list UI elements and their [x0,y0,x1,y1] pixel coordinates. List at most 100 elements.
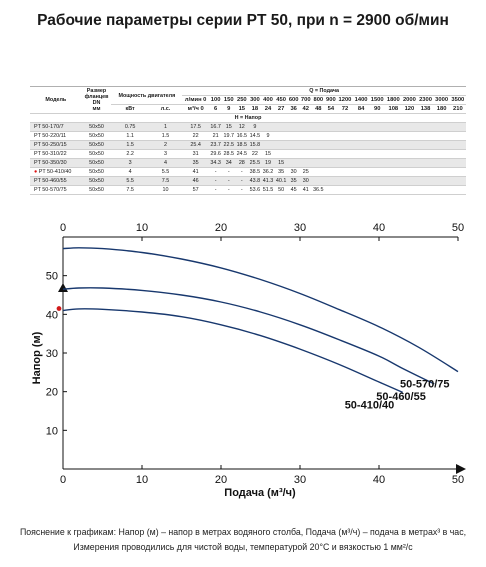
model-cell: PT 50-460/55 [30,176,82,186]
q-m3h-cell: 138 [417,104,434,114]
head-cell [417,131,434,141]
head-cell: - [222,167,236,177]
model-name: PT 50-570/75 [34,187,67,193]
q-m3h-cell: 90 [369,104,386,114]
head-cell [324,131,337,141]
head-cell [369,122,386,132]
model-cell: PT 50-170/7 [30,122,82,132]
y-tick-label: 30 [46,348,58,360]
head-cell: - [222,176,236,186]
col-model-header: Модель [30,86,82,114]
q-lpm-cell: 1500 [369,95,386,105]
head-cell [299,122,312,132]
head-cell [324,167,337,177]
dn-cell: 50x50 [81,140,112,150]
q-m3h-cell: 15 [235,104,249,114]
q-m3h-cell: 120 [401,104,418,114]
head-cell: 15 [222,122,236,132]
head-cell: 34.3 [209,158,223,168]
x-tick-label-bottom: 30 [294,474,306,486]
head-cell [336,167,354,177]
head-cell: 12 [235,122,249,132]
head-cell [369,149,386,159]
head-cell: 16.7 [209,122,223,132]
head-cell [299,131,312,141]
head-cell: 43.8 [248,176,262,186]
head-cell: 15 [261,149,275,159]
head-cell: 15 [274,158,288,168]
curves [62,247,459,394]
head-cell [311,158,325,168]
head-cell: 35 [274,167,288,177]
kw-cell: 4 [111,167,149,177]
model-cell: PT 50-570/75 [30,185,82,195]
dn-cell: 50x50 [81,131,112,141]
y-axis-label: Напор (м) [31,331,43,384]
q-lpm-cell: 400 [261,95,275,105]
head-cell [336,140,354,150]
head-cell [385,167,402,177]
dn-cell: 50x50 [81,167,112,177]
footnote-line-1: Пояснение к графикам: Напор (м) – напор … [19,527,467,537]
kw-cell: 0.75 [111,122,149,132]
head-cell [401,140,418,150]
head-cell: 34 [222,158,236,168]
y-tick-label: 10 [46,425,58,437]
x-tick-label-top: 20 [215,222,227,234]
head-cell [324,158,337,168]
head-cell: 21 [209,131,223,141]
q-lpm-cell: 3000 [433,95,450,105]
head-cell: 17.5 [182,122,210,132]
head-cell: 19.7 [222,131,236,141]
kw-cell: 5.5 [111,176,149,186]
head-cell [417,140,434,150]
h-label-cell: H = Напор [30,113,466,123]
y-tick-label: 50 [46,271,58,283]
head-cell [261,140,275,150]
q-lpm-cell: 150 [222,95,236,105]
hp-cell: 2 [148,140,183,150]
head-cell [336,122,354,132]
head-cell: - [222,185,236,195]
head-cell [433,131,450,141]
head-cell [433,185,450,195]
model-cell: PT 50-250/15 [30,140,82,150]
model-name: PT 50-460/55 [34,178,67,184]
x-tick-label-top: 40 [373,222,385,234]
head-cell [385,149,402,159]
q-m3h-cell: 54 [324,104,337,114]
model-name: PT 50-410/40 [38,169,72,175]
head-cell: 14.5 [248,131,262,141]
head-cell [287,131,300,141]
dn-cell: 50x50 [81,185,112,195]
head-cell [433,167,450,177]
head-cell: 29.6 [209,149,223,159]
table-row: ● PT 50-410/40 50x50 4 5.5 41- - -38.5 36.2 35 30… [30,167,466,177]
table-row: PT 50-220/11 50x50 1.1 1.5 22 21 19.7 16.5 14.5 9 [30,131,466,141]
table-body: H = Напор PT 50-170/7 50x50 0.75 1 17.5 16.7 15… [30,113,466,195]
head-cell: 41 [299,185,312,195]
x-tick-label-top: 50 [452,222,464,234]
head-cell [287,149,300,159]
q-lpm-cell: 1800 [385,95,402,105]
highlight-marker [56,306,62,311]
head-cell [336,176,354,186]
col-q-header: Q = Подача [182,86,466,96]
q-lpm-cell: 250 [235,95,249,105]
head-cell [417,122,434,132]
head-cell: - [209,167,223,177]
q-lpm-cell: 800 [311,95,325,105]
table-row: PT 50-460/55 50x50 5.5 7.5 46- - -43.8 41.3 40.1… [30,176,466,186]
head-cell [449,176,466,186]
axis-ticks: 0 0 10 10 20 20 30 30 40 40 50 50 10 20 30 40 50 [46,222,464,486]
head-cell [287,158,300,168]
head-cell: 24.5 [235,149,249,159]
head-cell [311,167,325,177]
q-m3h-cell: 42 [299,104,312,114]
head-cell [311,131,325,141]
q-lpm-cell: 300 [248,95,262,105]
unit-m3h-cell: м³/ч 0 [182,104,210,114]
hp-cell: 5.5 [148,167,183,177]
q-m3h-cell: 48 [311,104,325,114]
